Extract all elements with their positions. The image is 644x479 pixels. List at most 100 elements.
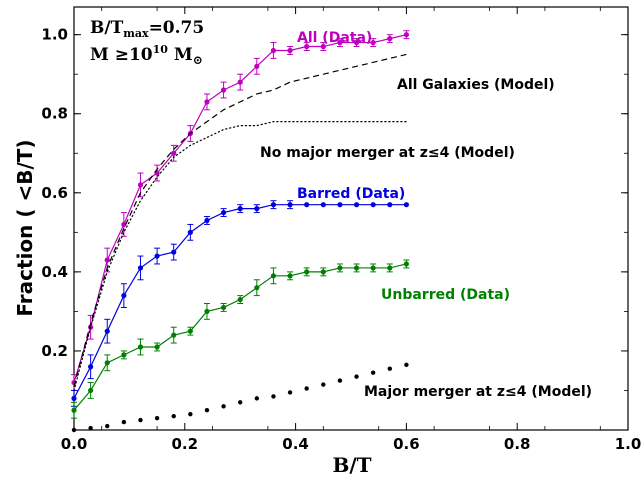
label-all-galaxies-model: All Galaxies (Model) <box>397 77 555 93</box>
data-point-unbarred-data <box>387 265 393 271</box>
y-tick-label: 0.2 <box>41 342 68 360</box>
data-point-barred-data <box>304 202 310 208</box>
data-point-barred-data <box>287 202 293 208</box>
data-point-unbarred-data <box>270 273 277 279</box>
data-point-barred-data <box>104 328 110 334</box>
data-point-unbarred-data <box>353 265 360 271</box>
series-line-no-major-merger-at-z-4-model <box>73 121 407 392</box>
info-line-1-sub: max <box>123 27 149 40</box>
data-point-major-merger-at-z-4-model <box>71 427 77 433</box>
data-point-barred-data <box>187 229 193 235</box>
y-axis-label: Fraction ( <B/T) <box>13 139 37 316</box>
data-point-all-data <box>204 99 210 105</box>
data-point-unbarred-data <box>403 261 409 267</box>
data-point-barred-data <box>270 202 277 208</box>
data-point-all-data <box>254 63 260 69</box>
data-point-all-data <box>104 257 110 263</box>
label-all-data: All (Data) <box>297 30 372 46</box>
x-tick-label: 0.2 <box>172 435 199 453</box>
data-point-unbarred-data <box>254 285 260 291</box>
data-point-all-data <box>270 47 277 54</box>
data-point-all-data <box>121 221 127 228</box>
data-point-major-merger-at-z-4-model <box>105 423 110 429</box>
series-line-all-galaxies-model <box>73 53 407 387</box>
data-point-unbarred-data <box>154 344 160 350</box>
data-point-unbarred-data <box>320 269 326 275</box>
data-point-barred-data <box>353 202 360 208</box>
data-point-major-merger-at-z-4-model <box>404 362 409 367</box>
data-point-major-merger-at-z-4-model <box>321 382 326 387</box>
data-point-all-data <box>370 39 376 46</box>
label-major-merger-model: Major merger at z≤4 (Model) <box>364 384 592 400</box>
data-point-unbarred-data <box>187 328 193 334</box>
data-point-barred-data <box>403 202 409 208</box>
data-point-barred-data <box>220 209 227 216</box>
data-point-all-data <box>220 87 227 93</box>
data-point-major-merger-at-z-4-model <box>387 366 392 371</box>
data-point-barred-data <box>154 253 160 259</box>
data-point-major-merger-at-z-4-model <box>188 411 193 417</box>
data-point-all-data <box>287 47 293 54</box>
data-point-unbarred-data <box>121 352 127 358</box>
data-point-barred-data <box>71 395 77 401</box>
label-unbarred-data: Unbarred (Data) <box>381 287 510 303</box>
info-line-1: B/Tmax=0.75 <box>90 18 204 40</box>
data-point-major-merger-at-z-4-model <box>287 390 293 395</box>
info-line-2-sup: 10 <box>153 43 169 56</box>
data-point-unbarred-data <box>237 296 243 303</box>
data-point-unbarred-data <box>370 265 376 271</box>
info-line-2-sub: ⊙ <box>193 53 203 67</box>
data-point-all-data <box>137 182 144 188</box>
data-point-major-merger-at-z-4-model <box>88 425 93 431</box>
data-point-unbarred-data <box>204 308 210 315</box>
data-point-barred-data <box>237 206 243 212</box>
data-point-unbarred-data <box>304 269 310 275</box>
info-line-2-tail: M <box>168 45 193 65</box>
data-point-barred-data <box>320 202 326 208</box>
data-point-all-data <box>237 79 243 85</box>
data-point-barred-data <box>88 364 94 370</box>
data-point-unbarred-data <box>287 273 293 279</box>
label-no-major-merger-model: No major merger at z≤4 (Model) <box>260 145 515 161</box>
data-point-barred-data <box>121 292 127 299</box>
data-point-barred-data <box>171 249 177 255</box>
data-point-unbarred-data <box>337 265 343 271</box>
data-point-all-data <box>403 32 409 38</box>
y-tick-label: 0.6 <box>41 184 68 202</box>
data-point-unbarred-data <box>171 332 177 338</box>
data-point-major-merger-at-z-4-model <box>304 386 309 391</box>
data-point-major-merger-at-z-4-model <box>154 415 160 421</box>
data-point-major-merger-at-z-4-model <box>121 419 127 425</box>
x-axis-label: B/T <box>332 453 371 477</box>
data-point-all-data <box>353 39 360 46</box>
data-point-unbarred-data <box>137 344 144 350</box>
info-line-2-main: M ≥10 <box>90 45 153 65</box>
data-point-barred-data <box>137 265 144 271</box>
data-point-major-merger-at-z-4-model <box>138 417 143 423</box>
plot-area: 0.0 0.2 0.4 0.6 0.8 1.0 0.2 0.4 0.6 0.8 1.0 <box>41 6 642 453</box>
y-tick-label: 0.4 <box>41 263 68 281</box>
data-point-all-data <box>304 43 310 50</box>
data-point-unbarred-data <box>220 304 227 311</box>
data-point-barred-data <box>387 202 393 208</box>
axes-frame <box>73 6 629 431</box>
data-point-major-merger-at-z-4-model <box>354 374 359 379</box>
x-tick-label: 0.8 <box>504 435 531 453</box>
data-point-all-data <box>387 36 393 42</box>
info-line-1-value: =0.75 <box>149 18 205 38</box>
info-line-2: M ≥1010 M⊙ <box>90 43 203 67</box>
data-point-major-merger-at-z-4-model <box>337 378 343 383</box>
data-point-unbarred-data <box>88 387 94 394</box>
data-point-barred-data <box>370 202 376 208</box>
y-tick-label: 1.0 <box>41 26 68 44</box>
label-barred-data: Barred (Data) <box>297 186 405 202</box>
x-tick-label: 1.0 <box>615 435 642 453</box>
data-point-major-merger-at-z-4-model <box>171 413 176 419</box>
data-point-all-data <box>171 150 177 156</box>
data-point-barred-data <box>337 202 343 208</box>
data-point-barred-data <box>254 206 260 212</box>
data-point-major-merger-at-z-4-model <box>221 404 226 409</box>
y-tick-label: 0.8 <box>41 105 68 123</box>
data-point-major-merger-at-z-4-model <box>238 400 243 405</box>
